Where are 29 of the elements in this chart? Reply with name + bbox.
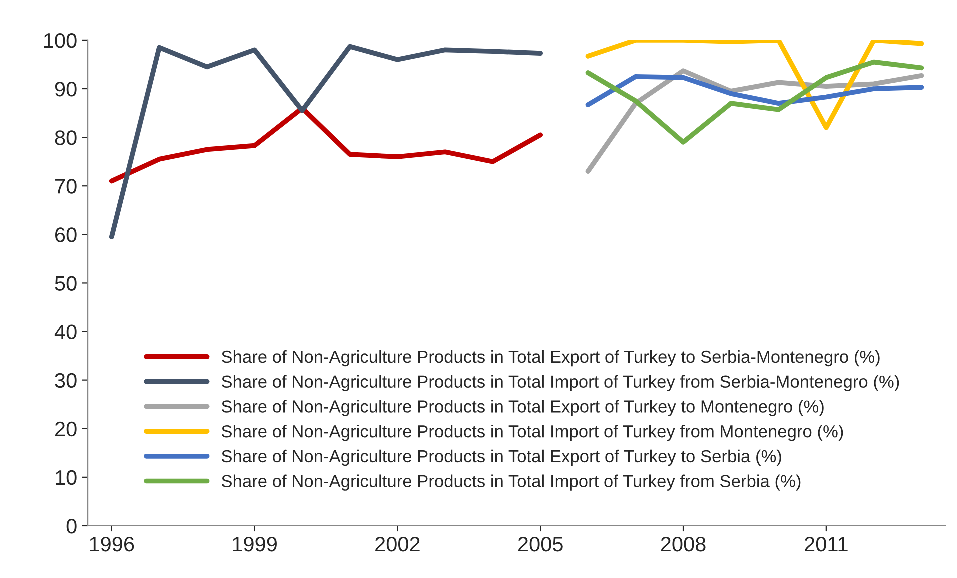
x-tick-label: 1999 bbox=[233, 536, 277, 552]
x-tick-label: 2005 bbox=[518, 536, 563, 552]
y-tick-label: 40 bbox=[54, 324, 77, 340]
y-tick-label: 80 bbox=[55, 130, 77, 146]
line-series bbox=[586, 40, 924, 130]
line-series bbox=[586, 68, 924, 174]
y-tick-label: 10 bbox=[56, 470, 77, 486]
y-tick-label: 60 bbox=[56, 228, 77, 242]
legend-label: Share of Non-Agriculture Products in Total Import of Turkey from Serbia (%) bbox=[222, 474, 801, 491]
legend-label: Share of Non-Agriculture Products in Total Import of Turkey from Serbia-Montenegro (%) bbox=[222, 375, 900, 392]
line-series bbox=[586, 74, 924, 108]
y-tick-label: 20 bbox=[56, 422, 77, 437]
legend-label: Share of Non-Agriculture Products in Total Import of Turkey from Montenegro (%) bbox=[222, 425, 844, 442]
line-series bbox=[109, 44, 544, 240]
x-tick-label: 2002 bbox=[376, 536, 420, 552]
x-tick-label: 2008 bbox=[661, 536, 706, 552]
y-tick-label: 90 bbox=[55, 82, 77, 97]
legend-label: Share of Non-Agriculture Products in Total Export of Turkey to Serbia (%) bbox=[222, 450, 782, 466]
legend-label: Share of Non-Agriculture Products in Total Export of Turkey to Serbia-Montenegro (%) bbox=[222, 350, 880, 367]
line-series bbox=[109, 106, 544, 184]
line-series bbox=[586, 60, 924, 145]
legend-label: Share of Non-Agriculture Products in Total Export of Turkey to Montenegro (%) bbox=[222, 400, 824, 416]
y-tick-label: 30 bbox=[55, 373, 77, 388]
x-tick-label: 1996 bbox=[90, 536, 134, 552]
x-tick-label: 2011 bbox=[805, 536, 848, 552]
y-tick-label: 70 bbox=[56, 179, 77, 194]
y-tick-label: 0 bbox=[66, 518, 77, 534]
y-tick-label: 50 bbox=[55, 276, 77, 291]
y-tick-label: 100 bbox=[44, 33, 77, 48]
